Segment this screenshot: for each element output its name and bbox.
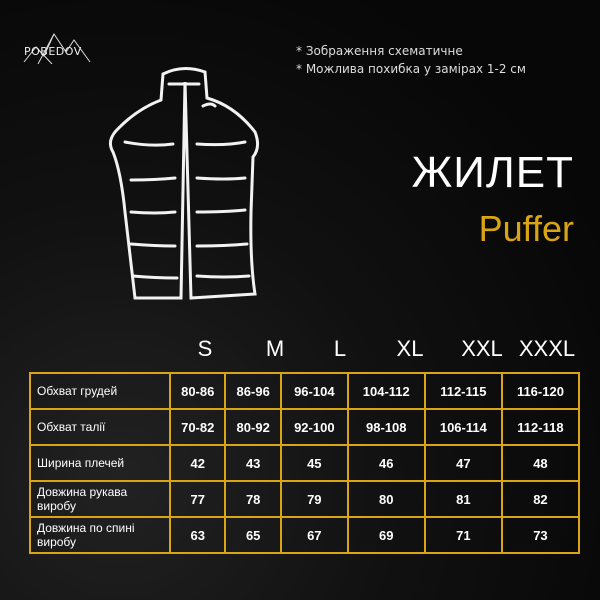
table-cell: 79 xyxy=(279,480,349,518)
size-label: XXL xyxy=(461,336,503,361)
table-row: Обхват грудей 80-86 86-96 96-104 104-112 112-… xyxy=(29,372,581,410)
page-title: ЖИЛЕТ xyxy=(411,148,574,197)
vest-illustration-icon xyxy=(108,67,260,300)
table-cell: 48 xyxy=(500,444,581,482)
table-cell: 116-120 xyxy=(500,372,581,410)
table-row: Ширина плечей 42 43 45 46 47 48 xyxy=(29,444,581,482)
note: * Зображення схематичне xyxy=(296,44,463,58)
table-cell: 45 xyxy=(279,444,349,482)
table-cell: 82 xyxy=(500,480,581,518)
table-cell: 112-115 xyxy=(423,372,503,410)
table-cell: 98-108 xyxy=(346,408,426,446)
row-label: Обхват грудей xyxy=(29,372,171,410)
row-label: Довжина рукава виробу xyxy=(29,480,171,518)
table-cell: 78 xyxy=(224,480,282,518)
note: * Можлива похибка у замірах 1-2 см xyxy=(296,62,526,76)
table-cell: 80-86 xyxy=(168,372,227,410)
row-label: Довжина по спині виробу xyxy=(29,516,171,554)
table-cell: 92-100 xyxy=(279,408,349,446)
row-label: Обхват талії xyxy=(29,408,171,446)
notes: * Зображення схематичне * Можлива похибк… xyxy=(296,42,526,78)
table-cell: 65 xyxy=(224,516,282,554)
row-label: Ширина плечей xyxy=(29,444,171,482)
table-cell: 104-112 xyxy=(346,372,426,410)
table-cell: 46 xyxy=(346,444,426,482)
table-cell: 43 xyxy=(224,444,282,482)
page-subtitle: Puffer xyxy=(478,208,574,249)
size-label: L xyxy=(333,336,347,361)
table-cell: 63 xyxy=(168,516,227,554)
table-cell: 71 xyxy=(423,516,503,554)
table-cell: 106-114 xyxy=(423,408,503,446)
size-label: XXXL xyxy=(518,336,576,361)
table-cell: 81 xyxy=(423,480,503,518)
table-cell: 80-92 xyxy=(224,408,282,446)
size-header: S M L XL XXL XXXL xyxy=(0,336,600,366)
table-cell: 77 xyxy=(168,480,227,518)
table-cell: 47 xyxy=(423,444,503,482)
table-cell: 96-104 xyxy=(279,372,349,410)
size-label: XL xyxy=(396,336,424,361)
table-cell: 73 xyxy=(500,516,581,554)
table-cell: 70-82 xyxy=(168,408,227,446)
table-cell: 112-118 xyxy=(500,408,581,446)
size-table: Обхват грудей 80-86 86-96 96-104 104-112 112-… xyxy=(29,372,581,554)
size-label: S xyxy=(197,336,213,361)
table-cell: 69 xyxy=(346,516,426,554)
table-cell: 67 xyxy=(279,516,349,554)
logo-mountains-icon xyxy=(23,32,91,64)
table-cell: 80 xyxy=(346,480,426,518)
logo-text: POBEDOV xyxy=(24,45,82,58)
table-row: Довжина рукава виробу 77 78 79 80 81 82 xyxy=(29,480,581,518)
table-cell: 86-96 xyxy=(224,372,282,410)
size-label: M xyxy=(265,336,285,361)
table-row: Довжина по спині виробу 63 65 67 69 71 73 xyxy=(29,516,581,554)
table-row: Обхват талії 70-82 80-92 92-100 98-108 106-11… xyxy=(29,408,581,446)
table-cell: 42 xyxy=(168,444,227,482)
